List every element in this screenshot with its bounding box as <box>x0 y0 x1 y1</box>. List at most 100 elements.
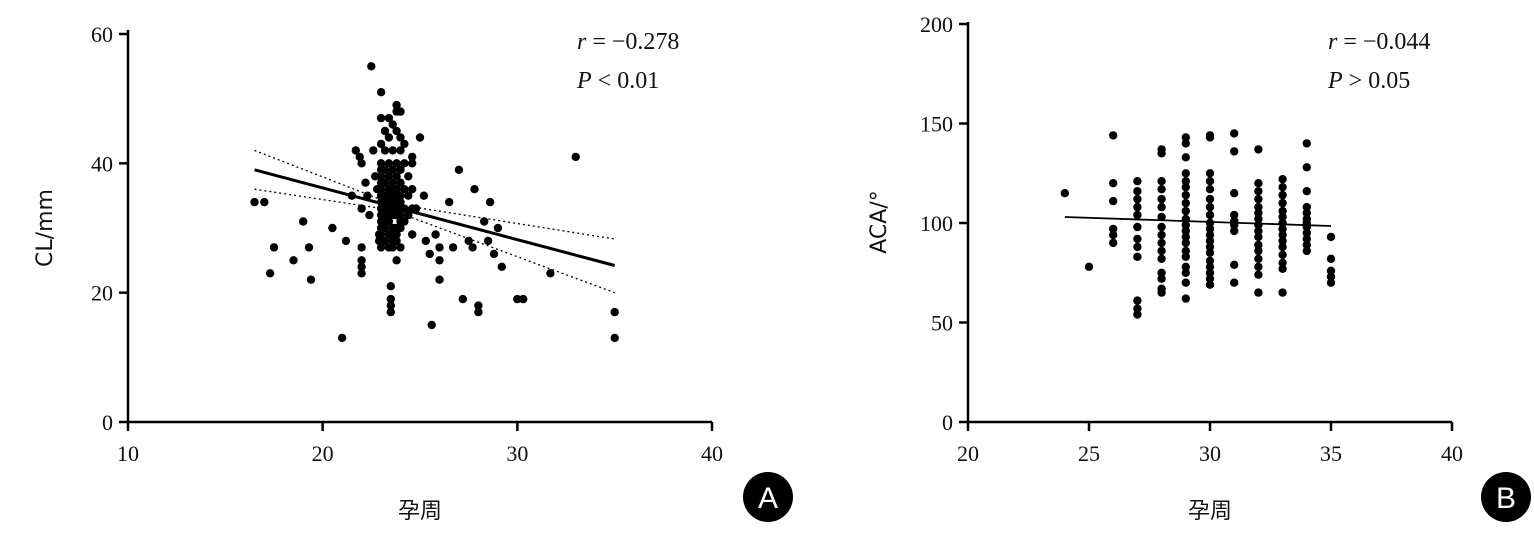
scatter-panel-b: 20 25 30 35 40 0 50 100 150 200 孕周 ACA/° r = −0.0… <box>800 0 1534 540</box>
chart-b-point <box>1205 236 1215 246</box>
chart-a-point <box>376 172 386 181</box>
chart-a-point <box>400 217 409 226</box>
chart-b-point <box>1278 212 1287 222</box>
chart-a-point <box>388 178 397 187</box>
chart-b-x-tick-label: 20 <box>957 441 979 466</box>
chart-b-point <box>1133 234 1142 244</box>
chart-b-point <box>1181 190 1190 200</box>
chart-a-point <box>431 230 440 239</box>
chart-a-point <box>419 191 429 200</box>
chart-a-point <box>435 256 444 265</box>
chart-b-point <box>1326 278 1336 287</box>
chart-b-point <box>1109 238 1118 248</box>
chart-a-point <box>376 230 386 239</box>
chart-b-point <box>1181 226 1190 236</box>
chart-b-point <box>1181 220 1190 230</box>
chart-b-point <box>1230 278 1239 287</box>
chart-b-point <box>1205 210 1215 220</box>
chart-b-point <box>1157 177 1166 186</box>
chart-b-point <box>1205 194 1215 204</box>
chart-b-point <box>1181 139 1190 148</box>
chart-a-point <box>384 133 394 142</box>
chart-a-confidence-lower <box>254 188 615 294</box>
chart-a-point <box>392 230 401 239</box>
chart-b-point <box>1133 304 1142 313</box>
chart-a-point <box>388 243 397 252</box>
chart-b-y-tick-label: 50 <box>931 311 953 336</box>
chart-b-point <box>1278 190 1287 200</box>
chart-a-point <box>289 256 298 265</box>
chart-b-y-tick-label: 150 <box>920 112 953 137</box>
chart-a-point <box>427 320 436 330</box>
chart-a-point <box>304 243 314 252</box>
chart-b-point <box>1157 274 1166 283</box>
chart-b-regression <box>1064 216 1332 227</box>
chart-a-point <box>357 269 366 278</box>
chart-a-point <box>369 146 378 155</box>
chart-a-point <box>388 165 397 174</box>
chart-a-point <box>392 159 401 168</box>
chart-b-regression-line <box>1064 216 1332 227</box>
chart-b-point <box>1278 242 1287 252</box>
chart-b-point <box>1157 254 1166 263</box>
chart-b-point <box>1254 208 1263 218</box>
chart-b-point <box>1181 206 1190 216</box>
chart-b-point <box>1302 202 1311 212</box>
chart-b-p-stat: P > 0.05 <box>1327 68 1410 94</box>
chart-a-regression-line <box>254 168 616 267</box>
chart-b-point <box>1302 246 1311 256</box>
chart-a-confidence-upper <box>254 149 615 240</box>
chart-a-point <box>250 197 259 207</box>
chart-a-point <box>384 172 394 181</box>
chart-a-point <box>435 275 444 284</box>
chart-a-point <box>337 333 347 343</box>
chart-b-point <box>1181 246 1190 256</box>
chart-b-point <box>1278 288 1287 297</box>
chart-b-point <box>1205 133 1215 142</box>
chart-a-point <box>425 249 434 259</box>
chart-b-point <box>1109 196 1118 206</box>
chart-b-point <box>1278 206 1287 216</box>
chart-a-point <box>380 223 390 233</box>
chart-b-point <box>1205 218 1215 228</box>
chart-a-point <box>400 139 409 149</box>
chart-b-point <box>1326 272 1336 281</box>
chart-a-y-tick-label: 40 <box>91 151 113 176</box>
chart-a-point <box>384 113 394 123</box>
chart-a-point <box>513 294 522 304</box>
chart-a-point <box>408 152 417 162</box>
chart-b-point <box>1181 262 1190 271</box>
chart-a-point <box>396 210 405 220</box>
panel-b-badge-letter: B <box>1496 482 1516 515</box>
chart-a-point <box>519 294 528 304</box>
chart-b-point <box>1181 294 1190 303</box>
chart-a-point <box>355 152 364 162</box>
chart-a-point <box>386 301 395 310</box>
chart-a-point <box>474 301 483 310</box>
chart-b-point <box>1254 226 1263 236</box>
chart-a-point <box>435 243 444 252</box>
chart-b-point <box>1205 177 1215 186</box>
chart-b-x-tick-label: 30 <box>1199 441 1221 466</box>
chart-b-x-axis-label: 孕周 <box>1188 499 1232 524</box>
chart-a-point <box>483 236 493 246</box>
chart-b-point <box>1302 234 1311 244</box>
panel-a-badge: A <box>743 472 793 522</box>
chart-b-point <box>1109 224 1118 234</box>
chart-a-point <box>415 133 425 142</box>
chart-b-point <box>1157 212 1166 222</box>
chart-b-point <box>1205 224 1215 234</box>
chart-a-point <box>357 262 366 271</box>
chart-b-point <box>1205 185 1215 194</box>
chart-a-point <box>408 159 417 168</box>
chart-a-point <box>357 204 366 213</box>
chart-a-point <box>468 243 477 252</box>
chart-b-point <box>1278 264 1287 273</box>
chart-a-point <box>404 191 413 200</box>
chart-a-point <box>365 210 374 220</box>
chart-a-point <box>374 236 384 246</box>
chart-b-point <box>1084 262 1094 271</box>
chart-a-point <box>384 159 394 168</box>
chart-b-point <box>1278 183 1287 192</box>
chart-a-points <box>250 62 619 343</box>
